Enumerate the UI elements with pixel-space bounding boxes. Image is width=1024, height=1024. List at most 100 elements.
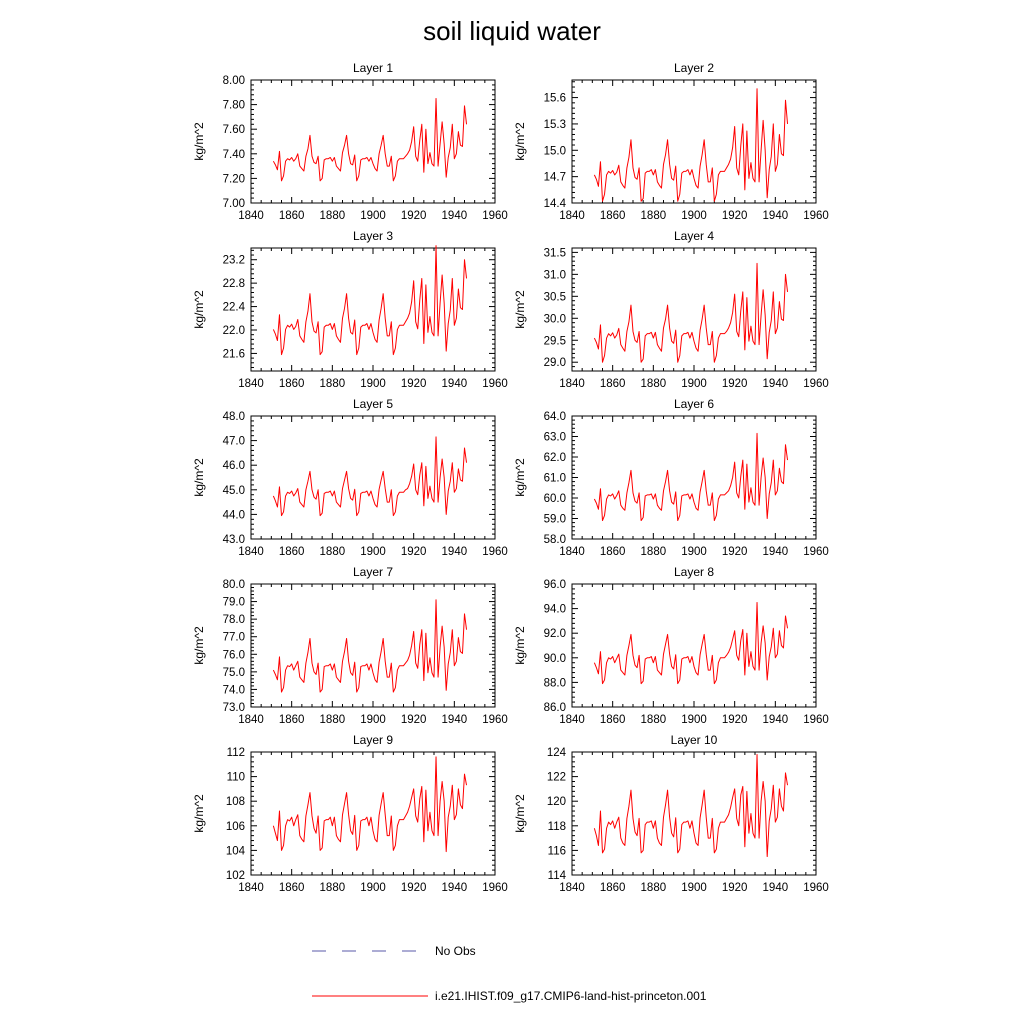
y-tick-label: 120 — [547, 796, 566, 808]
panel-4: Layer 4 1840 1860 1880 1900 1920 1940 1960 29.0 2… — [513, 229, 829, 390]
y-tick-label: 73.0 — [223, 702, 245, 714]
x-tick-label: 1940 — [442, 378, 468, 390]
x-tick-label: 1960 — [482, 882, 508, 894]
x-tick-label: 1880 — [320, 882, 346, 894]
y-axis-label: kg/m^2 — [192, 626, 206, 665]
y-tick-label: 104 — [226, 845, 246, 857]
y-tick-label: 44.0 — [223, 509, 245, 521]
y-axis-label: kg/m^2 — [513, 626, 527, 665]
x-tick-label: 1920 — [401, 378, 427, 390]
x-tick-label: 1860 — [600, 714, 626, 726]
x-tick-label: 1940 — [763, 210, 789, 222]
series-line — [593, 262, 789, 363]
y-tick-label: 94.0 — [544, 604, 566, 616]
x-tick-label: 1840 — [238, 714, 264, 726]
panel-title: Layer 8 — [674, 565, 714, 579]
x-tick-label: 1840 — [238, 882, 264, 894]
y-tick-label: 63.0 — [544, 432, 566, 444]
x-tick-label: 1860 — [279, 882, 305, 894]
x-tick-label: 1840 — [559, 714, 585, 726]
y-tick-label: 46.0 — [223, 460, 245, 472]
y-tick-label: 92.0 — [544, 628, 566, 640]
x-tick-label: 1900 — [360, 714, 386, 726]
x-tick-label: 1900 — [360, 882, 386, 894]
y-tick-label: 15.0 — [544, 145, 566, 157]
y-tick-label: 45.0 — [223, 485, 245, 497]
y-tick-label: 77.0 — [223, 632, 245, 644]
x-tick-label: 1860 — [600, 882, 626, 894]
y-tick-label: 124 — [547, 747, 567, 759]
x-tick-label: 1960 — [803, 882, 829, 894]
x-tick-label: 1940 — [442, 210, 468, 222]
figure-title: soil liquid water — [423, 16, 601, 46]
x-tick-label: 1940 — [442, 546, 468, 558]
x-tick-label: 1900 — [360, 210, 386, 222]
x-tick-label: 1960 — [803, 714, 829, 726]
x-tick-label: 1920 — [722, 714, 748, 726]
x-tick-label: 1900 — [681, 210, 707, 222]
y-tick-label: 29.0 — [544, 357, 566, 369]
y-tick-label: 96.0 — [544, 579, 566, 591]
series-line — [593, 601, 789, 685]
y-tick-label: 62.0 — [544, 452, 566, 464]
y-tick-label: 74.0 — [223, 684, 245, 696]
series-line — [593, 88, 789, 202]
x-tick-label: 1880 — [641, 546, 667, 558]
series-line — [272, 599, 468, 693]
panel-3: Layer 3 1840 1860 1880 1900 1920 1940 1960 21.6 2… — [192, 229, 508, 390]
y-axis-label: kg/m^2 — [192, 122, 206, 161]
y-tick-label: 116 — [548, 845, 566, 857]
y-axis-label: kg/m^2 — [192, 458, 206, 497]
y-axis-label: kg/m^2 — [513, 794, 527, 833]
y-tick-label: 90.0 — [544, 653, 566, 665]
x-tick-label: 1900 — [360, 378, 386, 390]
series-line — [272, 436, 468, 517]
x-tick-label: 1960 — [803, 378, 829, 390]
y-axis-label: kg/m^2 — [192, 290, 206, 329]
y-tick-label: 30.0 — [544, 313, 566, 325]
legend: No Obs i.e21.IHIST.f09_g17.CMIP6-land-hi… — [312, 944, 707, 1003]
x-tick-label: 1880 — [641, 714, 667, 726]
y-tick-label: 48.0 — [223, 411, 245, 423]
series-line — [593, 432, 789, 522]
x-tick-label: 1860 — [279, 210, 305, 222]
y-tick-label: 14.7 — [544, 172, 566, 184]
x-tick-label: 1940 — [763, 378, 789, 390]
x-tick-label: 1880 — [320, 378, 346, 390]
y-tick-label: 31.5 — [544, 247, 566, 259]
series-line — [272, 245, 468, 356]
x-tick-label: 1840 — [559, 210, 585, 222]
y-tick-label: 78.0 — [223, 614, 245, 626]
panel-title: Layer 7 — [353, 565, 393, 579]
series-line — [593, 753, 789, 858]
x-tick-label: 1920 — [401, 546, 427, 558]
y-tick-label: 122 — [547, 772, 566, 784]
x-tick-label: 1920 — [401, 714, 427, 726]
x-tick-label: 1860 — [279, 378, 305, 390]
x-tick-label: 1880 — [641, 378, 667, 390]
y-tick-label: 110 — [227, 772, 245, 784]
panel-5: Layer 5 1840 1860 1880 1900 1920 1940 1960 43.0 4… — [192, 397, 508, 558]
x-tick-label: 1920 — [722, 378, 748, 390]
x-tick-label: 1940 — [763, 882, 789, 894]
x-tick-label: 1960 — [803, 210, 829, 222]
x-tick-label: 1940 — [763, 546, 789, 558]
x-tick-label: 1920 — [722, 546, 748, 558]
plot-frame — [571, 247, 817, 372]
y-tick-label: 76.0 — [223, 649, 245, 661]
y-tick-label: 102 — [226, 870, 245, 882]
plot-frame — [250, 79, 496, 204]
y-tick-label: 22.0 — [223, 325, 245, 337]
x-tick-label: 1840 — [238, 546, 264, 558]
x-tick-label: 1880 — [641, 210, 667, 222]
y-tick-label: 15.3 — [544, 119, 566, 131]
y-tick-label: 43.0 — [223, 534, 245, 546]
plot-frame — [571, 751, 817, 876]
x-tick-label: 1960 — [803, 546, 829, 558]
y-tick-label: 7.20 — [223, 173, 245, 185]
y-tick-label: 21.6 — [223, 348, 245, 360]
x-tick-label: 1960 — [482, 210, 508, 222]
y-tick-label: 108 — [226, 796, 245, 808]
x-tick-label: 1860 — [600, 546, 626, 558]
